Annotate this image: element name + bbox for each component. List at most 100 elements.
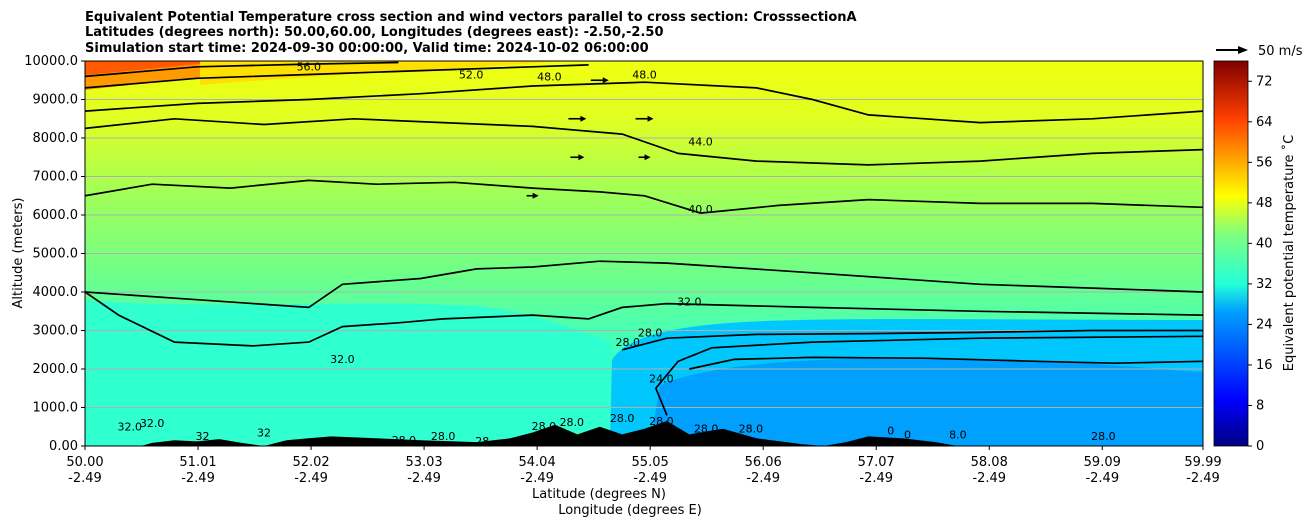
x-tick-lon-label-10: -2.49 — [1186, 471, 1220, 486]
field-cyan-lower-left — [85, 300, 610, 446]
x-tick-label-8: 58.08 — [971, 455, 1008, 470]
x-tick-label-5: 55.05 — [632, 455, 669, 470]
colorbar-gradient — [1213, 60, 1249, 447]
wind-vector-head-5 — [532, 192, 539, 199]
y-axis-ticks: 0.00 1000.0 2000.0 3000.0 4000.0 5000.0 6000.0… — [24, 54, 85, 454]
wind-vector-head-3 — [578, 154, 585, 161]
contour-line-36-4 — [85, 260, 1203, 309]
contour-label-13: 32 — [196, 430, 210, 443]
y-tick-label-3: 3000.0 — [33, 324, 79, 339]
contour-label-24: 0 — [887, 424, 894, 437]
contour-label-25: 0 — [904, 428, 911, 441]
wind-vector-head-4 — [644, 154, 651, 161]
horizontal-gridlines — [85, 61, 1203, 446]
colorbar: 0 8 16 24 32 40 48 56 64 72 Equivalent potential … — [1213, 60, 1297, 454]
x-tick-label-4: 54.04 — [519, 455, 556, 470]
y-tick-label-6: 6000.0 — [33, 208, 79, 223]
x-tick-lon-label-2: -2.49 — [294, 471, 328, 486]
colorbar-tick-label-9: 72 — [1256, 74, 1273, 89]
x-tick-lon-label-3: -2.49 — [407, 471, 441, 486]
contour-label-6: 32.0 — [677, 295, 702, 308]
y-tick-label-9: 9000.0 — [33, 93, 79, 108]
contour-label-3: 48.0 — [632, 68, 657, 81]
colorbar-tick-label-2: 16 — [1256, 358, 1273, 373]
x-tick-label-0: 50.00 — [66, 455, 103, 470]
field-warm-top-left — [85, 61, 420, 90]
field-cold-lower-right — [650, 358, 1203, 446]
plot-area: 56.052.0 48.0 48.044.040.032.028.028.024.0… — [85, 61, 1203, 448]
colorbar-tick-label-5: 40 — [1256, 236, 1273, 251]
wind-key: 50 m/s — [1216, 44, 1303, 59]
x-tick-label-6: 56.06 — [745, 455, 782, 470]
contour-label-17: 28 — [475, 435, 489, 448]
x-tick-lon-label-8: -2.49 — [972, 471, 1006, 486]
wind-key-label: 50 m/s — [1258, 44, 1303, 59]
x-tick-label-7: 57.07 — [858, 455, 895, 470]
x-tick-label-3: 53.03 — [405, 455, 442, 470]
x-tick-lon-label-7: -2.49 — [859, 471, 893, 486]
x-tick-lon-label-6: -2.49 — [746, 471, 780, 486]
x-tick-lon-label-1: -2.49 — [181, 471, 215, 486]
y-tick-label-7: 7000.0 — [33, 170, 79, 185]
contour-line-56-9 — [85, 61, 399, 78]
contour-label-19: 28.0 — [560, 416, 585, 429]
contour-label-1: 52.0 — [459, 68, 484, 81]
contour-line-24-0 — [689, 356, 1203, 370]
title-line-1: Equivalent Potential Temperature cross s… — [85, 10, 857, 25]
wind-key-arrowhead — [1238, 46, 1248, 54]
y-tick-label-10: 10000.0 — [24, 54, 78, 69]
y-tick-label-8: 8000.0 — [33, 131, 79, 146]
contour-label-7: 28.0 — [638, 326, 663, 339]
colorbar-tick-label-7: 56 — [1256, 155, 1273, 170]
contour-label-12: 32.0 — [140, 417, 165, 430]
colorbar-tick-label-4: 32 — [1256, 277, 1273, 292]
contour-line-28-1 — [621, 329, 1203, 351]
contour-label-23: 28.0 — [739, 423, 764, 436]
x-tick-lon-label-4: -2.49 — [520, 471, 554, 486]
x-axis-ticks: 50.00-2.4951.01-2.4952.02-2.4953.03-2.49… — [66, 446, 1222, 486]
contour-line-44-6 — [85, 117, 1203, 166]
wind-vectors — [526, 77, 654, 199]
y-tick-label-1: 1000.0 — [33, 401, 79, 416]
y-tick-label-2: 2000.0 — [33, 362, 79, 377]
colorbar-tick-label-1: 8 — [1256, 398, 1264, 413]
contour-line-28-2 — [654, 335, 1203, 416]
title-line-2: Latitudes (degrees north): 50.00,60.00, … — [85, 25, 664, 40]
field-hot-top-left — [85, 61, 230, 75]
wind-vector-head-1 — [580, 115, 587, 122]
contour-line-48-7 — [85, 81, 1203, 124]
x-axis-label-2: Longitude (degrees E) — [558, 503, 702, 518]
x-tick-lon-label-9: -2.49 — [1085, 471, 1119, 486]
x-tick-label-1: 51.01 — [179, 455, 216, 470]
contour-label-5: 40.0 — [688, 203, 713, 216]
title-line-3: Simulation start time: 2024-09-30 00:00:… — [85, 41, 649, 56]
contour-label-0: 56.0 — [297, 61, 322, 74]
contour-label-20: 28.0 — [610, 412, 635, 425]
contour-label-8: 28.0 — [616, 336, 641, 349]
colorbar-tick-label-6: 48 — [1256, 196, 1273, 211]
x-tick-lon-label-5: -2.49 — [633, 471, 667, 486]
contour-lines — [85, 61, 1203, 416]
wind-vector-head-2 — [647, 115, 654, 122]
colorbar-tick-label-3: 24 — [1256, 317, 1273, 332]
y-tick-label-0: 0.00 — [49, 439, 78, 454]
contour-label-26: 8.0 — [949, 428, 967, 441]
x-tick-lon-label-0: -2.49 — [68, 471, 102, 486]
x-axis-label: Latitude (degrees N) — [532, 487, 666, 502]
y-tick-label-5: 5000.0 — [33, 247, 79, 262]
colorbar-tick-label-0: 0 — [1256, 439, 1264, 454]
contour-line-52-8 — [85, 64, 589, 89]
contour-label-4: 44.0 — [688, 136, 713, 149]
contour-label-14: 32 — [257, 426, 271, 439]
colorbar-label: Equivalent potential temperature ˚C — [1281, 135, 1297, 371]
contour-line-40-5 — [85, 179, 1203, 214]
colorbar-tick-label-8: 64 — [1256, 115, 1273, 130]
contour-labels: 56.052.0 48.0 48.044.040.032.028.028.024.0… — [118, 61, 1116, 448]
terrain-silhouette — [85, 421, 1203, 446]
contour-label-2: 48.0 — [537, 70, 562, 83]
x-tick-label-9: 59.09 — [1084, 455, 1121, 470]
x-tick-label-10: 59.99 — [1184, 455, 1221, 470]
field-yellow-top — [200, 61, 560, 85]
contour-label-9: 24.0 — [649, 372, 674, 385]
